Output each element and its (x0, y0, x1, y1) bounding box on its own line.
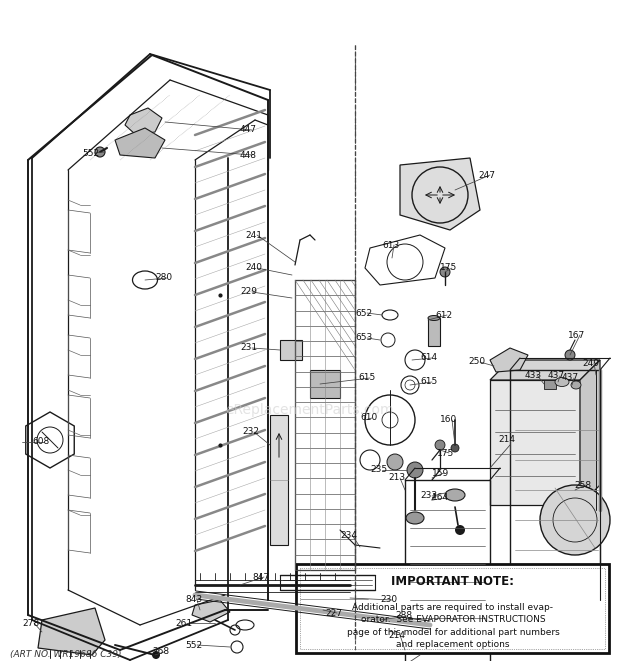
Text: 214: 214 (388, 631, 405, 639)
Text: 280: 280 (155, 274, 172, 282)
Text: 214: 214 (498, 436, 515, 444)
Polygon shape (192, 600, 230, 622)
Text: 159: 159 (432, 469, 450, 477)
Text: 843: 843 (185, 596, 202, 605)
Text: 608: 608 (32, 438, 49, 446)
Text: 613: 613 (382, 241, 399, 249)
Bar (323, 610, 351, 624)
Text: 847: 847 (252, 572, 269, 582)
Polygon shape (38, 608, 105, 655)
Circle shape (387, 454, 403, 470)
Text: 278: 278 (22, 619, 39, 627)
Text: 448: 448 (240, 151, 257, 159)
Text: 241: 241 (245, 231, 262, 239)
Bar (490, 380, 580, 505)
Text: 268: 268 (152, 648, 169, 656)
Text: 653: 653 (355, 334, 372, 342)
Text: eReplacementParts.com: eReplacementParts.com (226, 403, 394, 417)
Text: 614: 614 (420, 354, 437, 362)
Polygon shape (490, 360, 600, 380)
Bar (544, 380, 556, 389)
Text: 612: 612 (435, 311, 452, 319)
Circle shape (152, 651, 160, 659)
Text: 213: 213 (388, 473, 405, 483)
Text: 175: 175 (437, 449, 454, 457)
Text: 615: 615 (358, 373, 375, 383)
Polygon shape (115, 128, 165, 158)
Polygon shape (490, 348, 528, 372)
Bar (310, 370, 340, 398)
Text: 164: 164 (432, 494, 449, 502)
Ellipse shape (406, 512, 424, 524)
Ellipse shape (571, 381, 581, 389)
Bar (405, 480, 490, 661)
Ellipse shape (428, 315, 440, 321)
Polygon shape (580, 360, 600, 505)
Text: 167: 167 (568, 330, 585, 340)
Circle shape (455, 525, 465, 535)
Text: 447: 447 (240, 126, 257, 134)
Circle shape (565, 350, 575, 360)
Bar (510, 370, 600, 600)
Bar (270, 415, 288, 545)
Bar (280, 340, 302, 360)
Circle shape (451, 444, 459, 452)
Polygon shape (400, 158, 480, 230)
Text: 232: 232 (242, 428, 259, 436)
Ellipse shape (555, 377, 569, 387)
Text: 235: 235 (370, 465, 387, 475)
Circle shape (435, 440, 445, 450)
Text: 552: 552 (82, 149, 99, 157)
Text: 249: 249 (582, 358, 599, 368)
Text: 433: 433 (525, 371, 542, 379)
Text: 229: 229 (240, 288, 257, 297)
Text: 231: 231 (240, 344, 257, 352)
Text: 610: 610 (360, 414, 377, 422)
Ellipse shape (445, 489, 465, 501)
Text: 261: 261 (175, 619, 192, 627)
Text: 652: 652 (355, 309, 372, 317)
Text: 240: 240 (245, 264, 262, 272)
Circle shape (95, 147, 105, 157)
Text: 230: 230 (380, 596, 397, 605)
Text: 227: 227 (325, 609, 342, 617)
Text: 288: 288 (395, 611, 412, 621)
Text: 437: 437 (548, 371, 565, 381)
Text: Additional parts are required to install evap-
orator.  See EVAPORATOR INSTRUCTI: Additional parts are required to install… (347, 603, 559, 649)
Circle shape (407, 462, 423, 478)
Text: 250: 250 (468, 358, 485, 366)
Text: 258: 258 (574, 481, 591, 490)
FancyBboxPatch shape (296, 564, 609, 653)
Text: 552: 552 (185, 641, 202, 650)
Bar (428, 318, 440, 346)
Circle shape (540, 485, 610, 555)
Text: 234: 234 (340, 531, 357, 539)
Circle shape (440, 267, 450, 277)
Text: 233: 233 (420, 492, 437, 500)
Bar (300, 593, 368, 605)
Text: 160: 160 (440, 416, 458, 424)
Text: IMPORTANT NOTE:: IMPORTANT NOTE: (391, 575, 515, 588)
Text: 615: 615 (420, 377, 437, 387)
Text: 175: 175 (440, 264, 458, 272)
Text: (ART NO. WR19686 C39): (ART NO. WR19686 C39) (10, 650, 122, 660)
Text: 247: 247 (478, 171, 495, 180)
Polygon shape (125, 108, 162, 135)
Text: 437: 437 (562, 373, 579, 383)
